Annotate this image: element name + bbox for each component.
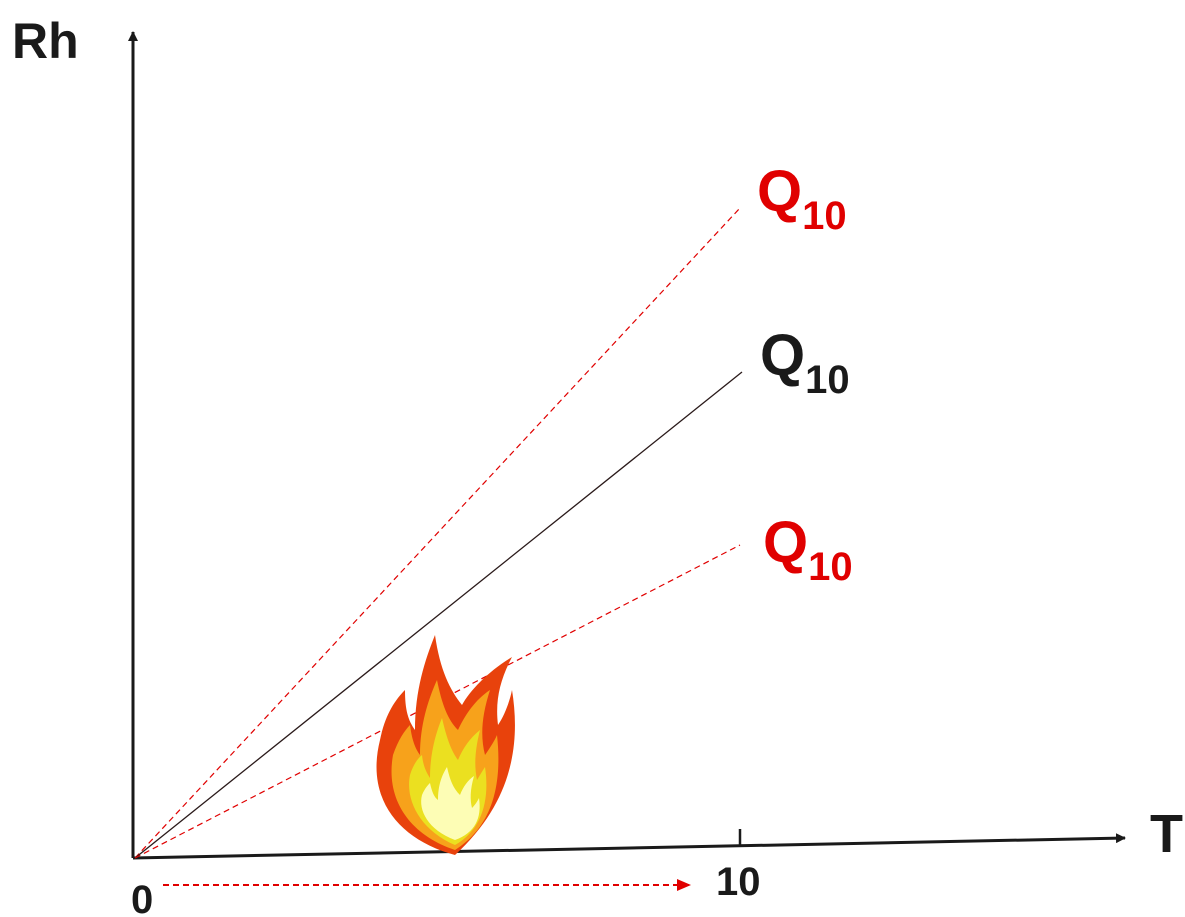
x-tick-label: 10: [716, 860, 761, 904]
label-subscript: 10: [808, 545, 853, 589]
flame-icon: [377, 635, 515, 855]
label-subscript: 10: [802, 194, 847, 238]
label-main: Q: [757, 159, 802, 224]
origin-label: 0: [131, 878, 153, 917]
line-label: Q10: [763, 510, 853, 589]
x-axis-label: T: [1150, 804, 1183, 864]
y-axis-label: Rh: [12, 13, 79, 69]
x-axis: [133, 838, 1125, 858]
label-main: Q: [760, 323, 805, 388]
label-main: Q: [763, 510, 808, 575]
line-label: Q10: [760, 323, 850, 402]
label-subscript: 10: [805, 358, 850, 402]
diagram: Rh T 0 10 Q10 Q10 Q10: [0, 0, 1185, 917]
line-label: Q10: [757, 159, 847, 238]
